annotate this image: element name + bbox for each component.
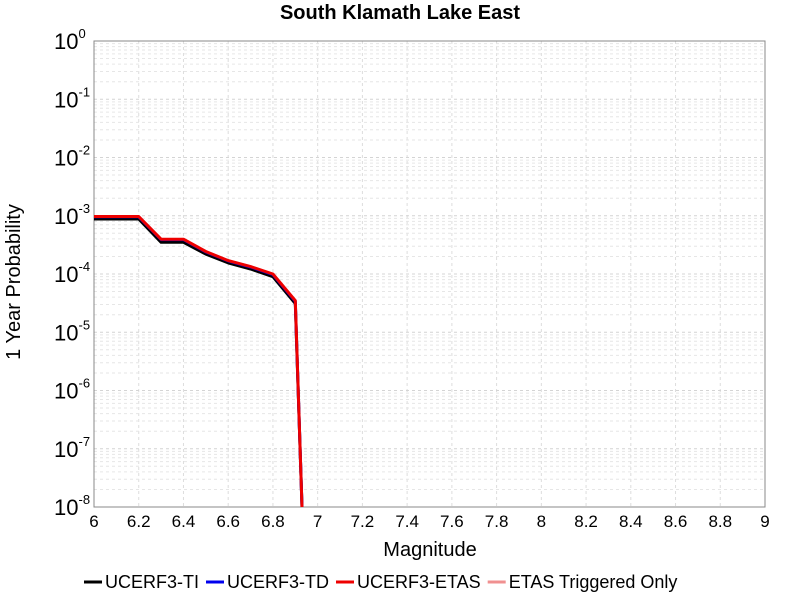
y-tick-label: 10-4 xyxy=(54,259,90,287)
series-line-1 xyxy=(94,215,304,508)
x-tick-label: 7 xyxy=(313,512,322,531)
x-tick-label: 6.4 xyxy=(172,512,196,531)
x-tick-label: 8.8 xyxy=(708,512,732,531)
x-tick-label: 8.4 xyxy=(619,512,643,531)
x-axis-label: Magnitude xyxy=(383,539,476,561)
series-line-2 xyxy=(94,215,304,508)
grid-lines xyxy=(93,41,766,508)
x-tick-label: 6 xyxy=(89,512,98,531)
x-tick-label: 9 xyxy=(760,512,769,531)
y-tick-label: 10-8 xyxy=(54,492,90,520)
y-tick-label: 100 xyxy=(54,26,86,54)
y-axis-label: 1 Year Probability xyxy=(3,204,25,360)
y-tick-labels: 100 10-1 10-2 10-3 10-4 10-5 10-6 10-7 10-8 xyxy=(54,26,90,520)
x-tick-label: 8.6 xyxy=(664,512,688,531)
legend-label-3: ETAS Triggered Only xyxy=(509,572,678,592)
y-tick-label: 10-3 xyxy=(54,201,90,229)
x-tick-label: 6.2 xyxy=(127,512,151,531)
y-tick-label: 10-1 xyxy=(54,84,90,112)
legend: UCERF3-TI UCERF3-TD UCERF3-ETAS ETAS Trigge… xyxy=(84,572,677,592)
x-tick-label: 8.2 xyxy=(574,512,598,531)
x-tick-label: 8 xyxy=(537,512,546,531)
legend-label-2: UCERF3-ETAS xyxy=(357,572,481,592)
x-tick-label: 6.8 xyxy=(261,512,285,531)
y-tick-label: 10-6 xyxy=(54,376,90,404)
x-tick-label: 7.4 xyxy=(395,512,419,531)
chart-title: South Klamath Lake East xyxy=(280,2,520,24)
x-tick-label: 7.8 xyxy=(485,512,509,531)
y-tick-label: 10-2 xyxy=(54,143,90,171)
y-tick-label: 10-7 xyxy=(54,434,90,462)
legend-label-0: UCERF3-TI xyxy=(105,572,199,592)
x-tick-label: 7.2 xyxy=(351,512,375,531)
plot-area-frame xyxy=(93,40,766,508)
x-tick-label: 6.6 xyxy=(216,512,240,531)
legend-label-1: UCERF3-TD xyxy=(227,572,329,592)
y-tick-label: 10-5 xyxy=(54,317,90,345)
series-lines xyxy=(94,215,304,508)
x-tick-labels: 6 6.2 6.4 6.6 6.8 7 7.2 7.4 7.6 7.8 8 8.2 8.4 8.6 8.8 9 xyxy=(89,512,769,531)
x-tick-label: 7.6 xyxy=(440,512,464,531)
